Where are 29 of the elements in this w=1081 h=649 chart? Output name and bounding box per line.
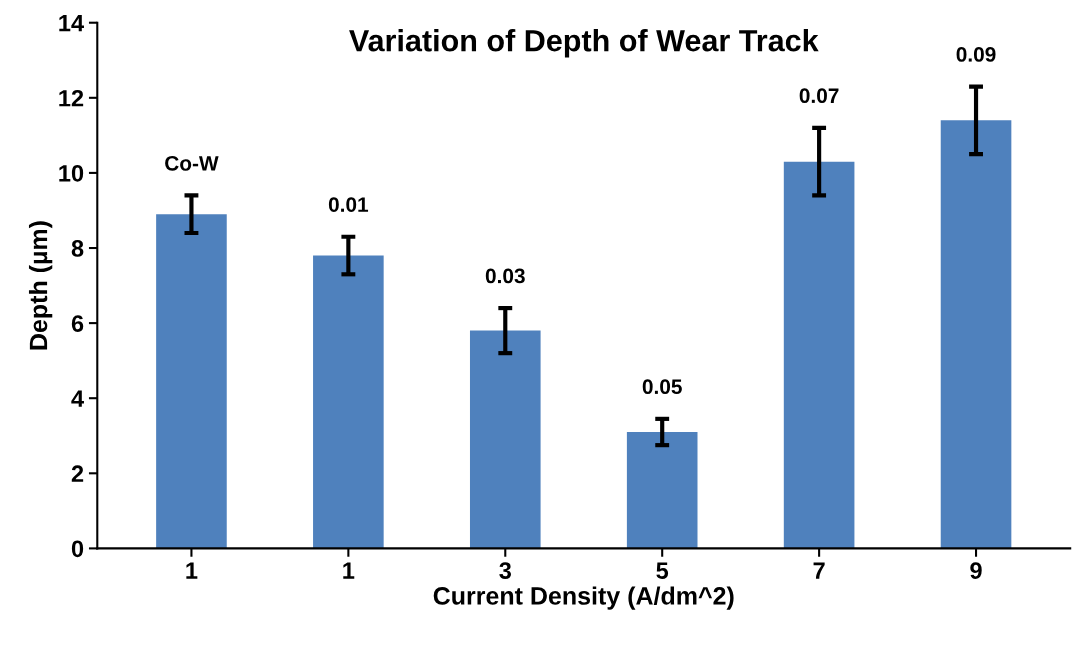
x-axis-title: Current Density (A/dm^2) bbox=[433, 586, 734, 610]
bar bbox=[156, 214, 227, 549]
y-axis-title: Depth (µm) bbox=[28, 221, 53, 350]
annotation: Co-W bbox=[165, 155, 219, 171]
bar bbox=[940, 120, 1012, 549]
annotation: 0.07 bbox=[799, 88, 839, 104]
bar bbox=[469, 330, 541, 549]
y-tick-label: 8 bbox=[71, 240, 84, 257]
bar bbox=[313, 255, 384, 549]
x-tick-label: 5 bbox=[656, 562, 669, 579]
bar bbox=[783, 161, 855, 549]
x-tick-label: 1 bbox=[343, 562, 355, 579]
y-tick-label: 14 bbox=[59, 15, 84, 32]
y-tick-label: 10 bbox=[59, 164, 84, 182]
y-tick-label: 6 bbox=[71, 315, 84, 332]
y-tick-label: 0 bbox=[71, 540, 84, 558]
x-tick-label: 7 bbox=[813, 562, 825, 579]
annotation: 0.01 bbox=[328, 197, 369, 212]
x-tick-label: 3 bbox=[499, 562, 511, 579]
annotation: 0.03 bbox=[485, 268, 525, 284]
y-tick-label: 2 bbox=[71, 465, 84, 482]
annotation: 0.05 bbox=[642, 379, 682, 395]
bar bbox=[626, 432, 698, 549]
y-tick-label: 12 bbox=[59, 89, 84, 107]
x-tick-label: 1 bbox=[186, 562, 198, 579]
x-tick-label: 9 bbox=[970, 562, 982, 579]
annotation: 0.09 bbox=[956, 47, 996, 62]
chart-title: Variation of Depth of Wear Track bbox=[349, 29, 819, 58]
y-tick-label: 4 bbox=[71, 390, 84, 407]
